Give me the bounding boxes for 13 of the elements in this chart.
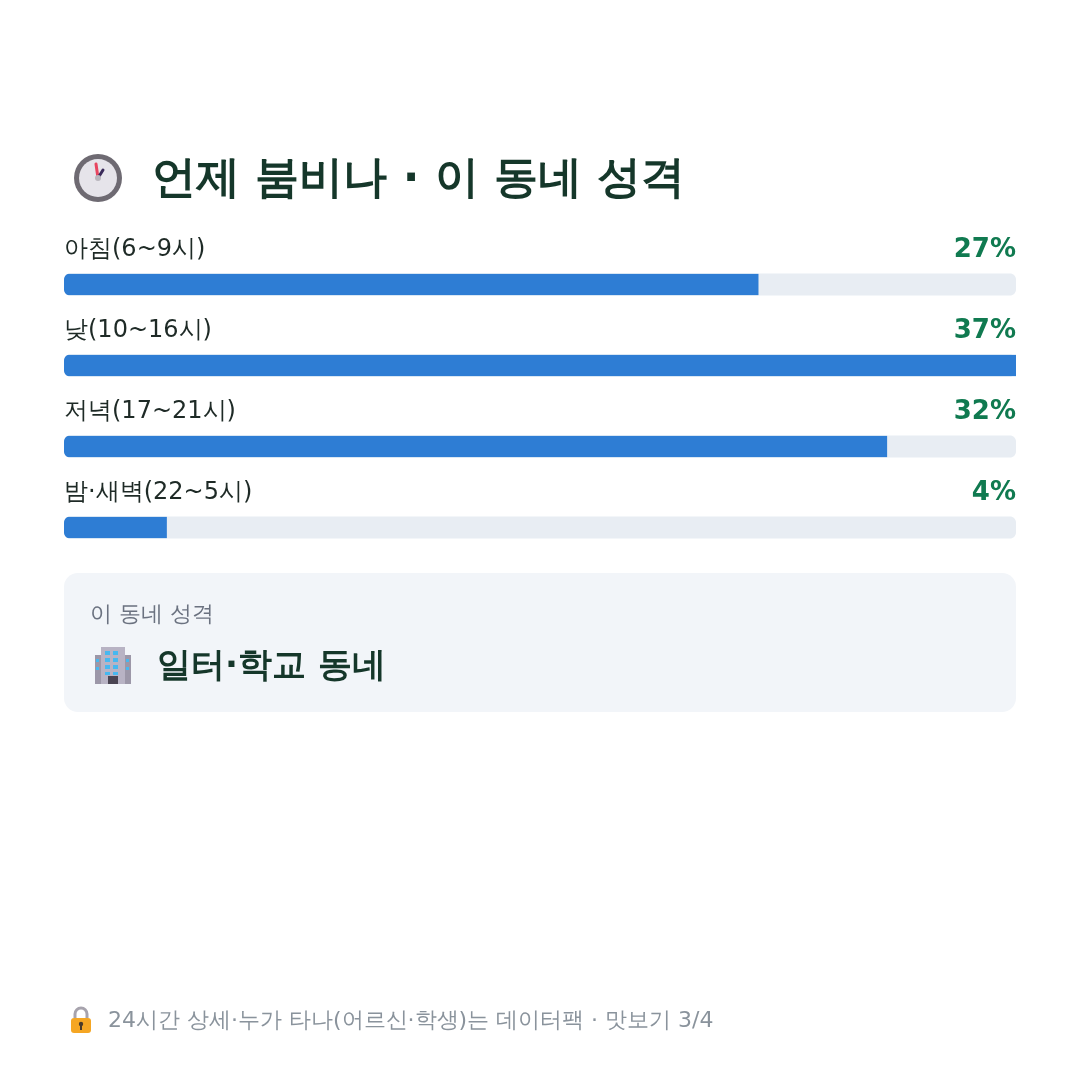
text: 일터·학교 동네 [157, 643, 386, 686]
y-tick-label: 밤·새벽(22~5시) [64, 476, 253, 505]
data-label: 4% [971, 475, 1016, 506]
y-tick-label: 저녁(17~21시) [64, 395, 236, 424]
bar [64, 516, 167, 539]
y-tick-label: 낮(10~16시) [64, 314, 212, 343]
text: 24시간 상세·누가 타나(어르신·학생)는 데이터팩 · 맛보기 3/4 [108, 1006, 714, 1034]
data-label: 32% [953, 394, 1016, 425]
text: 이 동네 성격 [90, 600, 214, 628]
y-tick-label: 아침(6~9시) [64, 233, 206, 262]
data-label: 27% [953, 232, 1016, 263]
data-label: 37% [953, 313, 1016, 344]
chart-title: 언제 붐비나 · 이 동네 성격 [152, 150, 686, 204]
